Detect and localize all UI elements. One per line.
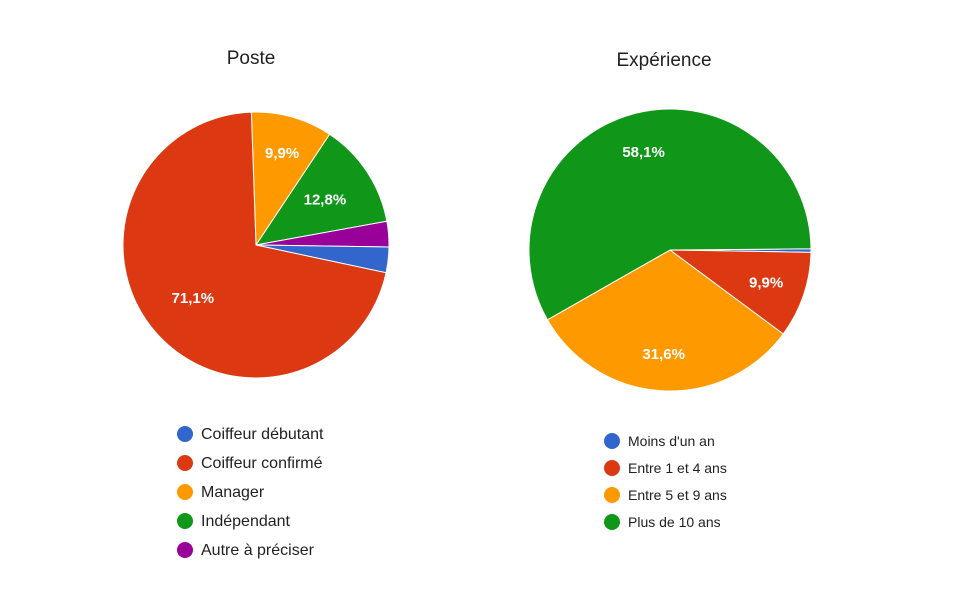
pie-slice-independant[interactable] xyxy=(254,133,388,246)
legend-marker-plus-de-10-ans xyxy=(604,514,620,530)
slice-label-plus-de-10-ans: 58,1% xyxy=(622,144,665,161)
pie-experience xyxy=(528,108,812,392)
legend-marker-coiffeur-debutant xyxy=(177,426,193,442)
pie-chart-experience: Expérience 9,9% 31,6% 58,1% Moins d'un an E… xyxy=(528,50,812,530)
pie-slice-entre-1-et-4-ans[interactable] xyxy=(668,249,812,335)
legend-label-entre-1-et-4-ans[interactable]: Entre 1 et 4 ans xyxy=(628,460,727,476)
slice-label-manager: 9,9% xyxy=(265,145,299,162)
legend-marker-entre-1-et-4-ans xyxy=(604,460,620,476)
slice-label-entre-5-et-9-ans: 31,6% xyxy=(642,346,685,363)
legend-marker-manager xyxy=(177,484,193,500)
legend-label-moins-d-un-an[interactable]: Moins d'un an xyxy=(628,433,715,449)
legend-experience: Moins d'un an Entre 1 et 4 ans Entre 5 et … xyxy=(604,433,727,530)
legend-marker-entre-5-et-9-ans xyxy=(604,487,620,503)
legend-marker-coiffeur-confirme xyxy=(177,455,193,471)
slice-labels-experience: 9,9% 31,6% 58,1% xyxy=(622,144,783,363)
slice-label-entre-1-et-4-ans: 9,9% xyxy=(749,275,783,292)
pie-poste xyxy=(122,111,390,379)
pie-slice-manager[interactable] xyxy=(250,111,331,247)
legend-poste: Coiffeur débutant Coiffeur confirmé Manage… xyxy=(177,426,324,559)
pie-slice-plus-de-10-ans[interactable] xyxy=(528,108,812,321)
legend-label-independant[interactable]: Indépendant xyxy=(201,513,291,530)
chart-title-poste: Poste xyxy=(227,48,276,69)
legend-label-manager[interactable]: Manager xyxy=(201,484,265,501)
slice-label-independant: 12,8% xyxy=(304,192,347,209)
legend-label-coiffeur-confirme[interactable]: Coiffeur confirmé xyxy=(201,455,323,472)
slice-label-coiffeur-confirme: 71,1% xyxy=(172,290,215,307)
legend-marker-moins-d-un-an xyxy=(604,433,620,449)
slice-labels-poste: 9,9% 12,8% 71,1% xyxy=(172,145,347,307)
pie-slice-coiffeur-confirme[interactable] xyxy=(122,111,387,379)
chart-title-experience: Expérience xyxy=(616,50,711,71)
legend-label-entre-5-et-9-ans[interactable]: Entre 5 et 9 ans xyxy=(628,487,727,503)
legend-marker-autre-a-preciser xyxy=(177,542,193,558)
legend-marker-independant xyxy=(177,513,193,529)
pie-chart-poste: Poste 9,9%12,8%71,1% Coiffeur débutantCo… xyxy=(122,48,390,559)
pie-slice-entre-5-et-9-ans[interactable] xyxy=(546,249,784,392)
legend-label-plus-de-10-ans[interactable]: Plus de 10 ans xyxy=(628,514,721,530)
legend-label-autre-a-preciser[interactable]: Autre à préciser xyxy=(201,542,315,559)
legend-label-coiffeur-debutant[interactable]: Coiffeur débutant xyxy=(201,426,324,443)
